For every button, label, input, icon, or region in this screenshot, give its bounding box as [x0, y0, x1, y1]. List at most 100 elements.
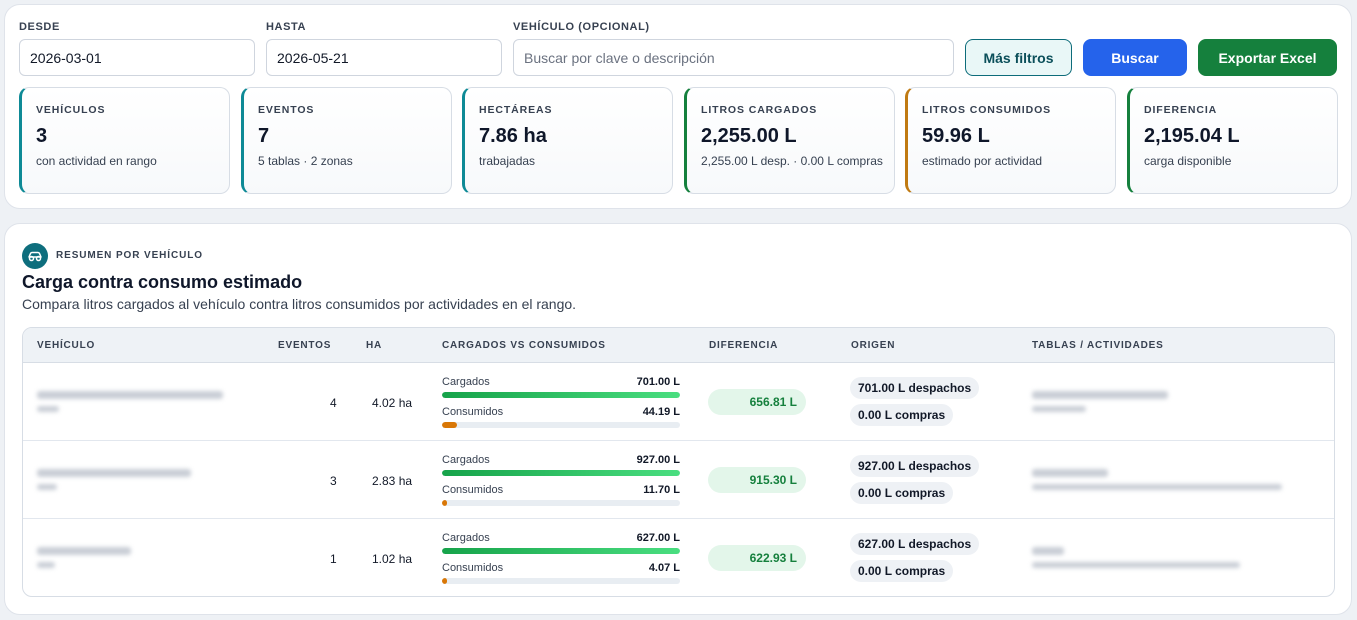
- loaded-label: Cargados: [442, 376, 490, 388]
- filters-panel: DESDE HASTA VEHÍCULO (OPCIONAL) Más filt…: [4, 4, 1352, 209]
- kpi-label: LITROS CARGADOS: [701, 104, 818, 116]
- events-count: 3: [330, 474, 337, 488]
- consumed-bar-fill: [442, 578, 447, 584]
- consumed-label: Consumidos: [442, 562, 504, 574]
- loaded-bar-fill: [442, 470, 680, 476]
- kpi-value: 2,195.04 L: [1144, 125, 1240, 147]
- loaded-bar: [442, 548, 680, 554]
- kpi-subtext: trabajadas: [479, 154, 536, 168]
- consumed-bar: [442, 578, 680, 584]
- kpi-subtext: con actividad en rango: [36, 154, 157, 168]
- consumed-bar-fill: [442, 500, 447, 506]
- consumed-label: Consumidos: [442, 406, 504, 418]
- kpi-label: VEHÍCULOS: [36, 104, 106, 116]
- kpi-value: 59.96 L: [922, 125, 990, 147]
- column-header-ha: HA: [366, 340, 383, 351]
- kpi-label: DIFERENCIA: [1144, 104, 1218, 116]
- difference-badge: 656.81 L: [708, 389, 806, 415]
- more-filters-button[interactable]: Más filtros: [965, 39, 1072, 76]
- loaded-value: 927.00 L: [636, 454, 680, 466]
- consumed-bar: [442, 422, 680, 428]
- vehicle-code-redacted: [37, 562, 55, 568]
- vehicle-icon: [22, 243, 48, 269]
- origin-purchases-pill: 0.00 L compras: [850, 482, 954, 504]
- consumed-label: Consumidos: [442, 484, 504, 496]
- kpi-value: 3: [36, 125, 48, 147]
- consumed-value: 11.70 L: [643, 484, 680, 496]
- column-header-vehicle: VEHÍCULO: [37, 340, 96, 351]
- from-date-input[interactable]: [19, 39, 255, 76]
- vehicle-search-input[interactable]: [513, 39, 954, 76]
- tables-redacted: [1032, 391, 1168, 399]
- vehicle-name-redacted: [37, 391, 223, 399]
- loaded-bar: [442, 470, 680, 476]
- consumed-value: 4.07 L: [648, 562, 680, 574]
- activities-redacted: [1032, 406, 1086, 412]
- hectares-value: 4.02 ha: [372, 396, 413, 410]
- column-header-origin: ORIGEN: [851, 340, 896, 351]
- vehicle-code-redacted: [37, 406, 59, 412]
- consumed-value: 44.19 L: [642, 406, 680, 418]
- kpi-label: EVENTOS: [258, 104, 315, 116]
- to-date-input[interactable]: [266, 39, 502, 76]
- section-description: Compara litros cargados al vehículo cont…: [22, 296, 577, 312]
- kpi-subtext: 5 tablas · 2 zonas: [258, 154, 353, 168]
- tables-redacted: [1032, 469, 1108, 477]
- table-row[interactable]: 1 1.02 ha Cargados 627.00 L Consumidos 4…: [23, 519, 1334, 596]
- loaded-value: 627.00 L: [636, 532, 680, 544]
- loaded-value: 701.00 L: [636, 376, 680, 388]
- vehicle-code-redacted: [37, 484, 57, 490]
- kpi-card-vehicles: VEHÍCULOS 3 con actividad en rango: [19, 87, 230, 194]
- loaded-bar: [442, 392, 680, 398]
- kpi-subtext: estimado por actividad: [922, 154, 1043, 168]
- table-row[interactable]: 4 4.02 ha Cargados 701.00 L Consumidos 4…: [23, 363, 1334, 441]
- activities-redacted: [1032, 562, 1240, 568]
- table-header: VEHÍCULO EVENTOS HA CARGADOS VS CONSUMID…: [23, 328, 1334, 363]
- vehicle-label: VEHÍCULO (OPCIONAL): [513, 21, 650, 33]
- consumed-bar-fill: [442, 422, 457, 428]
- origin-purchases-pill: 0.00 L compras: [850, 404, 954, 426]
- difference-badge: 622.93 L: [708, 545, 806, 571]
- vehicle-summary-table: VEHÍCULO EVENTOS HA CARGADOS VS CONSUMID…: [22, 327, 1335, 597]
- table-row[interactable]: 3 2.83 ha Cargados 927.00 L Consumidos 1…: [23, 441, 1334, 519]
- section-kicker: RESUMEN POR VEHÍCULO: [56, 250, 203, 261]
- kpi-card-liters-loaded: LITROS CARGADOS 2,255.00 L 2,255.00 L de…: [684, 87, 895, 194]
- consumed-bar: [442, 500, 680, 506]
- kpi-subtext: carga disponible: [1144, 154, 1232, 168]
- from-label: DESDE: [19, 21, 60, 33]
- kpi-value: 7.86 ha: [479, 125, 547, 147]
- kpi-label: HECTÁREAS: [479, 104, 553, 116]
- vehicle-name-redacted: [37, 547, 131, 555]
- kpi-card-events: EVENTOS 7 5 tablas · 2 zonas: [241, 87, 452, 194]
- search-button[interactable]: Buscar: [1083, 39, 1187, 76]
- origin-dispatch-pill: 627.00 L despachos: [850, 533, 980, 555]
- loaded-label: Cargados: [442, 454, 490, 466]
- kpi-subtext: 2,255.00 L desp. · 0.00 L compras: [701, 154, 883, 168]
- loaded-bar-fill: [442, 392, 680, 398]
- column-header-difference: DIFERENCIA: [709, 340, 779, 351]
- export-excel-button[interactable]: Exportar Excel: [1198, 39, 1337, 76]
- origin-dispatch-pill: 927.00 L despachos: [850, 455, 980, 477]
- to-label: HASTA: [266, 21, 307, 33]
- activities-redacted: [1032, 484, 1282, 490]
- kpi-value: 7: [258, 125, 270, 147]
- vehicle-name-redacted: [37, 469, 191, 477]
- events-count: 1: [330, 552, 337, 566]
- origin-purchases-pill: 0.00 L compras: [850, 560, 954, 582]
- kpi-card-liters-consumed: LITROS CONSUMIDOS 59.96 L estimado por a…: [905, 87, 1116, 194]
- kpi-card-hectares: HECTÁREAS 7.86 ha trabajadas: [462, 87, 673, 194]
- loaded-bar-fill: [442, 548, 680, 554]
- hectares-value: 1.02 ha: [372, 552, 413, 566]
- kpi-value: 2,255.00 L: [701, 125, 797, 147]
- events-count: 4: [330, 396, 337, 410]
- column-header-tables-activities: TABLAS / ACTIVIDADES: [1032, 340, 1164, 351]
- loaded-label: Cargados: [442, 532, 490, 544]
- column-header-loaded-vs-consumed: CARGADOS VS CONSUMIDOS: [442, 340, 606, 351]
- vehicle-summary-panel: RESUMEN POR VEHÍCULO Carga contra consum…: [4, 223, 1352, 615]
- tables-redacted: [1032, 547, 1064, 555]
- kpi-label: LITROS CONSUMIDOS: [922, 104, 1052, 116]
- column-header-events: EVENTOS: [278, 340, 332, 351]
- difference-badge: 915.30 L: [708, 467, 806, 493]
- origin-dispatch-pill: 701.00 L despachos: [850, 377, 980, 399]
- section-title: Carga contra consumo estimado: [22, 272, 303, 292]
